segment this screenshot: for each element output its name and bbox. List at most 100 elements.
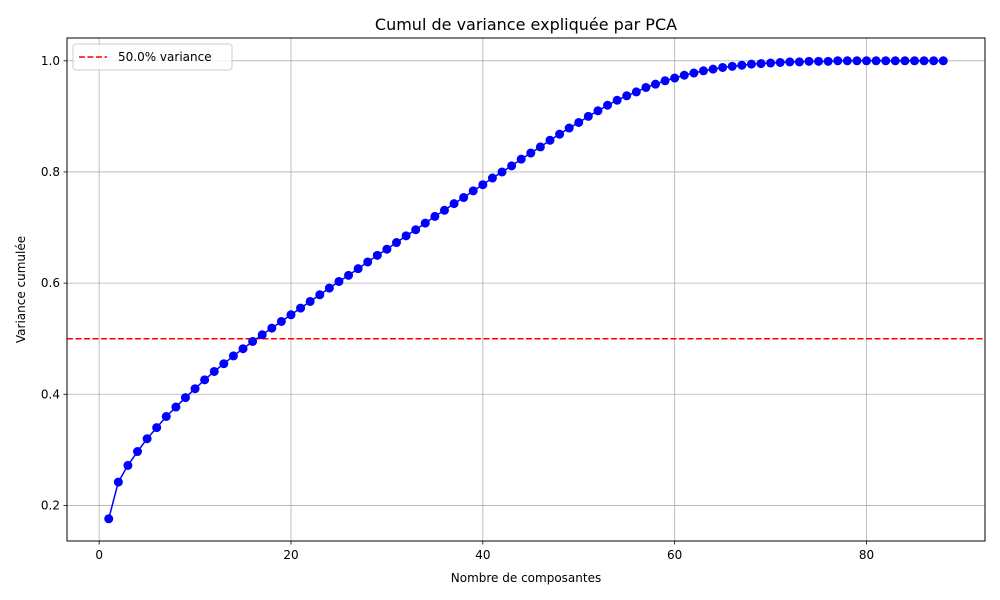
data-point bbox=[890, 56, 900, 66]
data-point bbox=[286, 310, 296, 320]
data-point bbox=[430, 211, 440, 221]
data-point bbox=[545, 135, 555, 145]
data-point bbox=[785, 57, 795, 67]
data-point bbox=[909, 56, 919, 66]
data-point bbox=[190, 384, 200, 394]
data-point bbox=[881, 56, 891, 66]
data-point bbox=[267, 323, 277, 333]
data-point bbox=[161, 412, 171, 422]
data-point bbox=[670, 73, 680, 83]
data-point bbox=[382, 244, 392, 254]
data-point bbox=[823, 56, 833, 66]
data-point bbox=[459, 193, 469, 203]
data-point bbox=[439, 205, 449, 215]
legend-box bbox=[72, 43, 233, 71]
y-tick-label: 0.6 bbox=[41, 276, 60, 290]
legend: 50.0% variance bbox=[72, 43, 233, 71]
x-tick-label: 40 bbox=[475, 548, 490, 562]
data-point bbox=[775, 57, 785, 67]
data-point bbox=[372, 250, 382, 260]
data-point bbox=[401, 231, 411, 241]
data-point bbox=[737, 60, 747, 70]
data-point bbox=[257, 330, 267, 340]
data-point bbox=[564, 123, 574, 133]
data-point bbox=[641, 82, 651, 92]
data-point bbox=[507, 161, 517, 171]
data-point bbox=[487, 173, 497, 183]
data-point bbox=[679, 70, 689, 80]
data-point bbox=[219, 359, 229, 369]
data-point bbox=[842, 56, 852, 66]
data-point bbox=[650, 79, 660, 89]
series-layer bbox=[104, 56, 948, 524]
data-point bbox=[794, 57, 804, 67]
x-axis: 0 20 40 60 80 bbox=[95, 541, 874, 562]
plot-frame bbox=[66, 37, 986, 542]
data-point bbox=[478, 180, 488, 190]
x-tick-label: 60 bbox=[667, 548, 682, 562]
data-point bbox=[344, 270, 354, 280]
data-point bbox=[113, 477, 123, 487]
data-point bbox=[334, 276, 344, 286]
data-point bbox=[555, 129, 565, 139]
data-point bbox=[315, 290, 325, 300]
y-tick-label: 0.8 bbox=[41, 165, 60, 179]
data-point bbox=[123, 460, 133, 470]
data-point bbox=[698, 66, 708, 76]
data-point bbox=[718, 62, 728, 72]
data-point bbox=[180, 393, 190, 403]
data-point bbox=[200, 375, 210, 385]
data-point bbox=[392, 238, 402, 248]
data-point bbox=[324, 283, 334, 293]
data-point bbox=[133, 447, 143, 457]
data-point bbox=[583, 111, 593, 121]
y-axis: 0.2 0.4 0.6 0.8 1.0 bbox=[41, 54, 67, 512]
data-point bbox=[238, 344, 248, 354]
data-point bbox=[689, 68, 699, 78]
x-axis-title: Nombre de composantes bbox=[451, 571, 601, 585]
data-point bbox=[535, 142, 545, 152]
legend-label: 50.0% variance bbox=[118, 50, 212, 64]
data-point bbox=[929, 56, 939, 66]
data-point bbox=[756, 59, 766, 69]
series-line bbox=[108, 60, 944, 519]
data-point bbox=[305, 296, 315, 306]
data-point bbox=[919, 56, 929, 66]
data-point bbox=[862, 56, 872, 66]
data-point bbox=[871, 56, 881, 66]
data-point bbox=[727, 61, 737, 71]
y-tick-label: 0.2 bbox=[41, 498, 60, 512]
data-point bbox=[833, 56, 843, 66]
data-point bbox=[852, 56, 862, 66]
y-tick-label: 1.0 bbox=[41, 54, 60, 68]
y-tick-label: 0.4 bbox=[41, 387, 60, 401]
data-point bbox=[526, 148, 536, 158]
data-point bbox=[814, 56, 824, 66]
data-point bbox=[209, 366, 219, 376]
x-tick-label: 80 bbox=[859, 548, 874, 562]
data-point bbox=[516, 154, 526, 164]
data-point bbox=[612, 95, 622, 105]
data-point bbox=[171, 402, 181, 412]
data-point bbox=[363, 257, 373, 267]
data-point bbox=[449, 199, 459, 209]
data-point bbox=[766, 58, 776, 68]
data-point bbox=[603, 100, 613, 110]
data-point bbox=[353, 264, 363, 274]
x-tick-label: 0 bbox=[95, 548, 103, 562]
data-point bbox=[228, 351, 238, 361]
data-point bbox=[411, 225, 421, 235]
data-point bbox=[622, 91, 632, 101]
data-point bbox=[804, 56, 814, 66]
x-tick-label: 20 bbox=[283, 548, 298, 562]
data-point bbox=[296, 303, 306, 313]
data-point bbox=[152, 423, 162, 433]
data-point bbox=[900, 56, 910, 66]
data-point bbox=[574, 117, 584, 127]
data-point bbox=[248, 336, 258, 346]
data-point bbox=[660, 76, 670, 86]
data-point bbox=[938, 56, 948, 66]
data-point bbox=[468, 186, 478, 196]
data-point bbox=[746, 59, 756, 69]
